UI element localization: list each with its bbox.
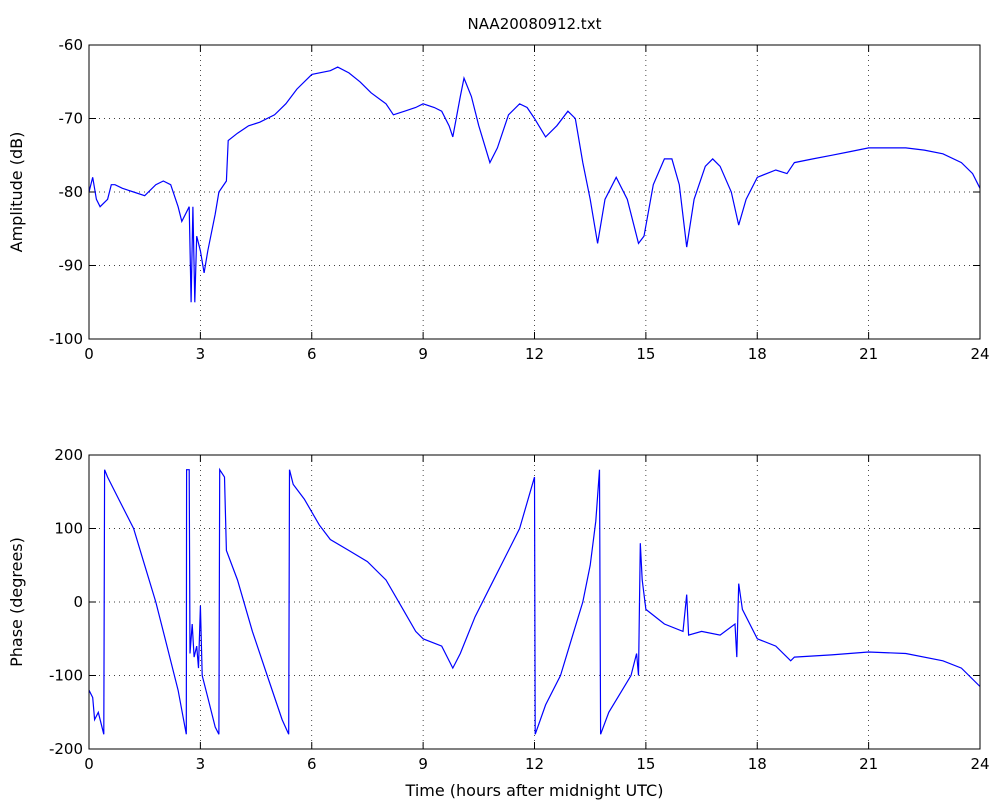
y-tick-label: -200 [49,740,83,758]
x-tick-label: 24 [970,755,989,773]
y-axis-label: Phase (degrees) [7,537,26,667]
x-tick-label: 3 [196,345,206,363]
x-tick-label: 21 [859,345,878,363]
x-tick-label: 18 [748,345,767,363]
x-axis-label: Time (hours after midnight UTC) [405,781,664,800]
y-tick-label: 200 [54,446,83,464]
x-tick-label: 15 [636,345,655,363]
data-line [88,66,981,303]
y-tick-label: -80 [59,183,84,201]
x-tick-label: 0 [84,345,94,363]
x-tick-label: 15 [636,755,655,773]
data-line [88,467,981,735]
y-tick-label: -100 [49,330,83,348]
x-tick-label: 6 [307,755,317,773]
y-tick-label: 100 [54,520,83,538]
y-tick-label: -100 [49,667,83,685]
x-tick-label: 9 [418,345,428,363]
x-tick-label: 12 [525,345,544,363]
x-tick-label: 24 [970,345,989,363]
y-tick-label: -70 [59,110,84,128]
y-tick-label: 0 [73,593,83,611]
x-tick-label: 6 [307,345,317,363]
y-axis-label: Amplitude (dB) [7,132,26,253]
chart-title: NAA20080912.txt [468,15,602,33]
axes-box [88,44,981,340]
x-tick-label: 18 [748,755,767,773]
x-tick-label: 9 [418,755,428,773]
y-tick-label: -90 [59,257,84,275]
y-tick-label: -60 [59,36,84,54]
x-tick-label: 21 [859,755,878,773]
x-tick-label: 3 [196,755,206,773]
x-tick-label: 0 [84,755,94,773]
axes-box [88,454,981,750]
x-tick-label: 12 [525,755,544,773]
